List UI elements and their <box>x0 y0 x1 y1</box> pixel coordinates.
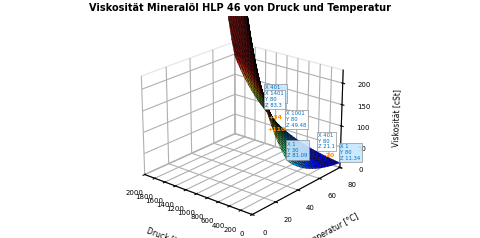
Title: Viskosität Mineralöl HLP 46 von Druck und Temperatur: Viskosität Mineralöl HLP 46 von Druck un… <box>89 3 391 13</box>
X-axis label: Druck [bar]: Druck [bar] <box>146 225 190 238</box>
Y-axis label: Temperatur [°C]: Temperatur [°C] <box>302 212 360 238</box>
